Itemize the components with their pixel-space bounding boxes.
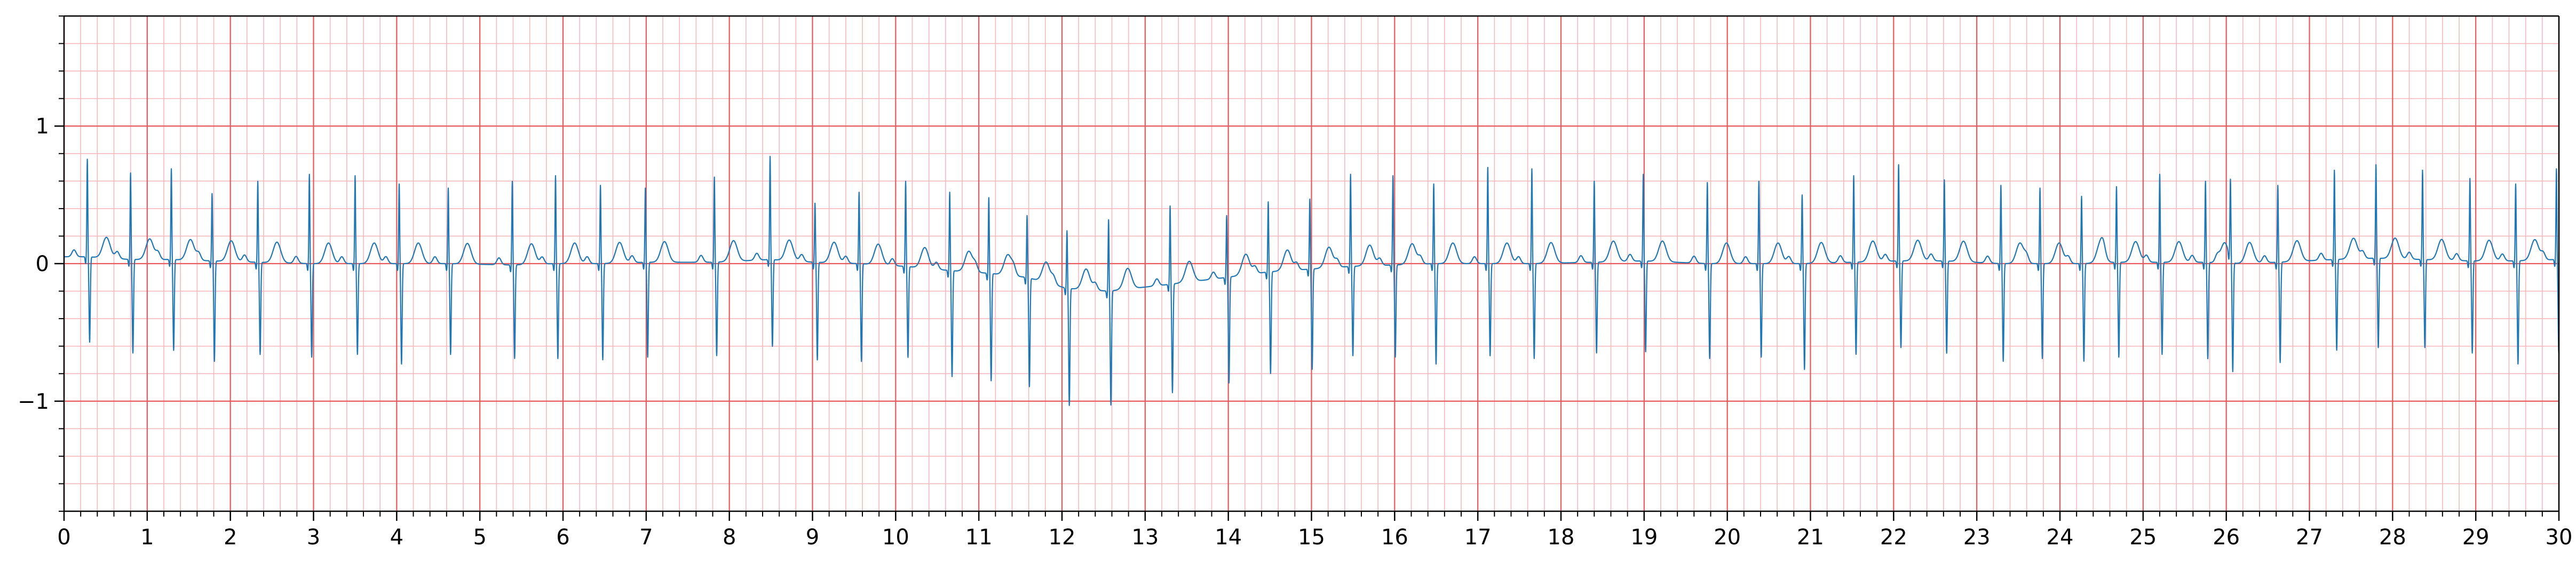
y-tick-label: 0 [36, 252, 49, 276]
x-axis-ticks: 0 1 2 3 4 5 6 7 8 9 10 11 12 13 14 15 16 17 18 19 20 21 22 23 24… [57, 511, 2572, 550]
x-tick-label: 11 [965, 525, 993, 550]
x-tick-label: 19 [1630, 525, 1658, 550]
x-tick-label: 8 [723, 525, 736, 550]
x-tick-label: 28 [2379, 525, 2406, 550]
x-tick-label: 30 [2546, 525, 2573, 550]
y-tick-label: 1 [36, 114, 49, 139]
x-tick-label: 22 [1880, 525, 1907, 550]
x-tick-label: 27 [2296, 525, 2323, 550]
x-tick-label: 7 [639, 525, 653, 550]
x-tick-label: 20 [1714, 525, 1741, 550]
ecg-signal-line [64, 156, 2560, 406]
x-tick-label: 26 [2213, 525, 2240, 550]
x-tick-label: 1 [140, 525, 154, 550]
x-tick-label: 9 [806, 525, 819, 550]
x-tick-label: 23 [1963, 525, 1991, 550]
x-tick-label: 3 [307, 525, 320, 550]
x-tick-label: 15 [1298, 525, 1325, 550]
x-tick-label: 18 [1548, 525, 1575, 550]
x-tick-label: 6 [556, 525, 569, 550]
x-tick-label: 2 [224, 525, 237, 550]
x-tick-label: 25 [2129, 525, 2157, 550]
y-tick-label: −1 [18, 390, 49, 414]
x-tick-label: 14 [1215, 525, 1242, 550]
signal-layer [64, 156, 2560, 406]
x-tick-label: 16 [1381, 525, 1408, 550]
x-tick-label: 24 [2047, 525, 2074, 550]
x-tick-label: 12 [1049, 525, 1076, 550]
x-tick-label: 13 [1131, 525, 1159, 550]
x-tick-label: 29 [2462, 525, 2490, 550]
x-tick-label: 0 [57, 525, 70, 550]
x-tick-label: 10 [882, 525, 909, 550]
y-axis-ticks: −1 0 1 [18, 15, 64, 512]
x-tick-label: 5 [473, 525, 486, 550]
x-tick-label: 21 [1797, 525, 1824, 550]
x-tick-label: 4 [390, 525, 403, 550]
x-tick-label: 17 [1464, 525, 1492, 550]
